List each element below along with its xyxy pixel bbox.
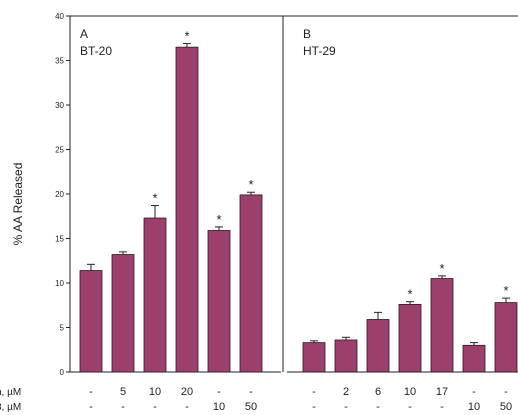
y-tick-label: 10 — [55, 279, 64, 288]
condition-label-row2: - — [185, 401, 189, 413]
condition-label-row2: - — [312, 401, 316, 413]
bar — [143, 217, 167, 373]
y-tick-label: 5 — [60, 324, 65, 333]
condition-label-row1: 10 — [149, 386, 161, 398]
y-tick-label: 40 — [55, 12, 64, 21]
y-tick-label: 20 — [55, 190, 64, 199]
significance-marker: * — [184, 29, 189, 44]
condition-row-label: n, µM — [0, 387, 21, 398]
condition-label-row1: - — [312, 386, 316, 398]
condition-label-row2: 10 — [213, 401, 225, 413]
condition-label-row1: - — [217, 386, 221, 398]
bar — [111, 254, 135, 373]
condition-label-row2: 50 — [245, 401, 257, 413]
y-tick-label: 30 — [55, 101, 64, 110]
significance-marker: * — [248, 177, 253, 192]
bar — [207, 230, 231, 373]
significance-marker: * — [216, 212, 221, 227]
chart-bars — [79, 43, 518, 373]
bar — [430, 278, 454, 373]
panel-name-label: BT-20 — [80, 44, 112, 58]
bar — [366, 319, 390, 373]
condition-label-row1: - — [504, 386, 508, 398]
bar — [398, 303, 422, 373]
bar — [239, 194, 263, 373]
panel-name-label: HT-29 — [303, 44, 336, 58]
condition-label-row1: - — [472, 386, 476, 398]
condition-label-row1: 5 — [120, 386, 126, 398]
y-tick-label: 35 — [55, 57, 64, 66]
y-tick-label: 25 — [55, 146, 64, 155]
y-tick-label: 15 — [55, 235, 64, 244]
bar — [462, 344, 486, 373]
significance-marker: * — [439, 261, 444, 276]
condition-label-row1: - — [89, 386, 93, 398]
bar — [494, 302, 518, 373]
bar — [79, 270, 103, 373]
bar — [302, 342, 326, 373]
condition-label-row2: - — [121, 401, 125, 413]
condition-label-row2: - — [89, 401, 93, 413]
condition-label-row2: 50 — [500, 401, 512, 413]
bar — [334, 339, 358, 373]
condition-label-row2: - — [408, 401, 412, 413]
condition-row-label: 8, µM — [0, 402, 21, 413]
condition-label-row1: 2 — [343, 386, 349, 398]
condition-label-row2: - — [440, 401, 444, 413]
y-axis-label: % AA Released — [11, 163, 25, 246]
panel-id-label: B — [303, 27, 311, 41]
condition-label-row1: 17 — [436, 386, 448, 398]
significance-marker: * — [503, 283, 508, 298]
condition-label-row1: 6 — [375, 386, 381, 398]
condition-label-row2: - — [153, 401, 157, 413]
condition-label-row2: - — [376, 401, 380, 413]
y-tick-label: 0 — [60, 368, 65, 377]
condition-label-row1: 20 — [181, 386, 193, 398]
condition-label-row1: 10 — [404, 386, 416, 398]
condition-label-row1: - — [249, 386, 253, 398]
bar — [175, 46, 199, 373]
significance-marker: * — [152, 191, 157, 206]
condition-label-row2: - — [344, 401, 348, 413]
condition-label-row2: 10 — [468, 401, 480, 413]
panel-id-label: A — [80, 27, 88, 41]
significance-marker: * — [407, 287, 412, 302]
